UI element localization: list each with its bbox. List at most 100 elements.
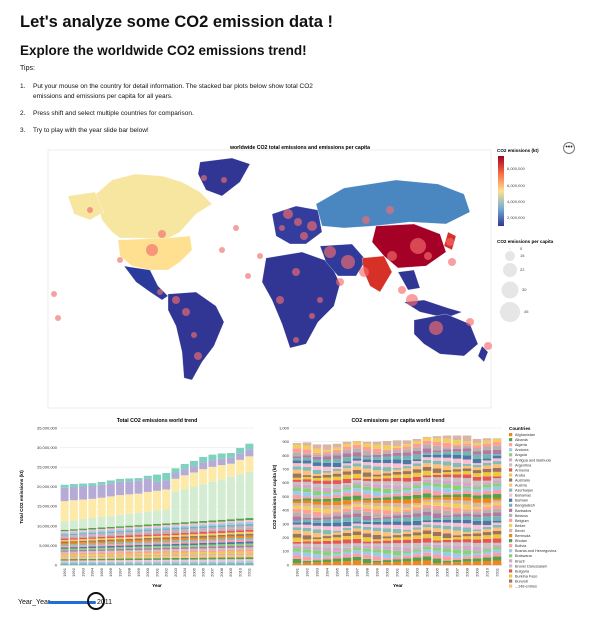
bar-segment[interactable] xyxy=(189,534,198,537)
bar-segment[interactable] xyxy=(432,519,442,523)
bar-segment[interactable] xyxy=(125,528,134,531)
bar-segment[interactable] xyxy=(382,562,392,565)
bar-segment[interactable] xyxy=(412,498,422,504)
bar-segment[interactable] xyxy=(199,539,208,542)
bar-segment[interactable] xyxy=(69,536,78,539)
bar-segment[interactable] xyxy=(372,502,382,507)
bar-segment[interactable] xyxy=(302,484,312,489)
bar-segment[interactable] xyxy=(208,542,217,545)
bar-segment[interactable] xyxy=(352,547,362,551)
bar-segment[interactable] xyxy=(362,483,372,487)
legend-swatch[interactable] xyxy=(509,564,513,568)
bar-segment[interactable] xyxy=(422,522,432,525)
bar-segment[interactable] xyxy=(472,489,482,493)
bar-segment[interactable] xyxy=(79,534,88,537)
bar-segment[interactable] xyxy=(392,546,402,551)
bar-segment[interactable] xyxy=(392,521,402,525)
bar-segment[interactable] xyxy=(452,539,462,543)
bar-segment[interactable] xyxy=(472,438,482,443)
bar-segment[interactable] xyxy=(322,513,332,515)
bar-segment[interactable] xyxy=(432,472,442,475)
bar-segment[interactable] xyxy=(392,467,402,470)
bar-segment[interactable] xyxy=(116,556,125,559)
bar-segment[interactable] xyxy=(432,450,442,453)
bar-segment[interactable] xyxy=(432,528,442,532)
legend-swatch[interactable] xyxy=(509,523,513,528)
bar-segment[interactable] xyxy=(352,525,362,529)
bar-segment[interactable] xyxy=(482,557,492,561)
bar-segment[interactable] xyxy=(125,530,134,533)
bar-segment[interactable] xyxy=(372,524,382,528)
bar-segment[interactable] xyxy=(392,528,402,534)
bar-segment[interactable] xyxy=(472,492,482,496)
bar-segment[interactable] xyxy=(472,524,482,530)
stacked-bar[interactable] xyxy=(302,442,312,565)
bar-segment[interactable] xyxy=(226,457,235,464)
bar-segment[interactable] xyxy=(382,467,392,472)
bar-segment[interactable] xyxy=(180,557,189,560)
bar-segment[interactable] xyxy=(189,528,198,531)
bar-segment[interactable] xyxy=(171,545,180,548)
bar-segment[interactable] xyxy=(432,495,442,498)
bar-segment[interactable] xyxy=(492,449,502,455)
bar-segment[interactable] xyxy=(97,561,106,564)
bar-segment[interactable] xyxy=(236,563,245,565)
bar-segment[interactable] xyxy=(292,463,302,467)
bar-segment[interactable] xyxy=(342,543,352,548)
bar-segment[interactable] xyxy=(171,557,180,560)
stacked-bar[interactable] xyxy=(226,453,235,565)
bar-segment[interactable] xyxy=(125,561,134,564)
bar-segment[interactable] xyxy=(69,539,78,542)
bar-segment[interactable] xyxy=(372,484,382,488)
bar-segment[interactable] xyxy=(236,541,245,544)
bar-segment[interactable] xyxy=(143,537,152,540)
bar-segment[interactable] xyxy=(245,543,254,546)
bar-segment[interactable] xyxy=(79,551,88,553)
bar-segment[interactable] xyxy=(372,466,382,471)
bar-segment[interactable] xyxy=(226,542,235,545)
chart2-bars[interactable] xyxy=(292,435,502,565)
bar-segment[interactable] xyxy=(217,548,226,550)
bar-segment[interactable] xyxy=(189,532,198,535)
bar-segment[interactable] xyxy=(432,499,442,503)
bar-segment[interactable] xyxy=(322,453,332,457)
bar-segment[interactable] xyxy=(342,532,352,537)
bar-segment[interactable] xyxy=(342,465,352,469)
legend-label[interactable]: Angola xyxy=(515,453,528,457)
bar-segment[interactable] xyxy=(292,499,302,501)
bar-segment[interactable] xyxy=(153,549,161,552)
bar-segment[interactable] xyxy=(88,548,97,550)
bar-segment[interactable] xyxy=(245,521,254,524)
stacked-bar[interactable] xyxy=(60,484,69,565)
bar-segment[interactable] xyxy=(372,541,382,544)
bar-segment[interactable] xyxy=(143,532,152,535)
country-shape[interactable] xyxy=(403,299,463,319)
stacked-bar[interactable] xyxy=(342,441,352,565)
bar-segment[interactable] xyxy=(208,535,217,538)
bar-segment[interactable] xyxy=(372,470,382,475)
bar-segment[interactable] xyxy=(245,449,254,457)
bar-segment[interactable] xyxy=(362,476,372,479)
bar-segment[interactable] xyxy=(245,537,254,540)
bar-segment[interactable] xyxy=(180,556,189,558)
bar-segment[interactable] xyxy=(432,452,442,455)
bar-segment[interactable] xyxy=(116,550,125,553)
bar-segment[interactable] xyxy=(79,483,88,487)
bar-segment[interactable] xyxy=(189,521,198,524)
bar-segment[interactable] xyxy=(97,536,106,539)
bar-segment[interactable] xyxy=(312,562,322,565)
bar-segment[interactable] xyxy=(162,547,171,550)
bar-segment[interactable] xyxy=(472,553,482,556)
legend-swatch[interactable] xyxy=(509,493,513,497)
bar-segment[interactable] xyxy=(442,470,452,473)
bar-segment[interactable] xyxy=(342,504,352,507)
bar-segment[interactable] xyxy=(482,465,492,469)
bar-segment[interactable] xyxy=(79,560,88,562)
bar-segment[interactable] xyxy=(472,470,482,474)
bar-segment[interactable] xyxy=(189,523,198,526)
bar-segment[interactable] xyxy=(88,517,97,529)
bar-segment[interactable] xyxy=(162,489,171,510)
stacked-bar[interactable] xyxy=(125,478,134,565)
bar-segment[interactable] xyxy=(452,462,462,468)
bar-segment[interactable] xyxy=(382,471,392,474)
